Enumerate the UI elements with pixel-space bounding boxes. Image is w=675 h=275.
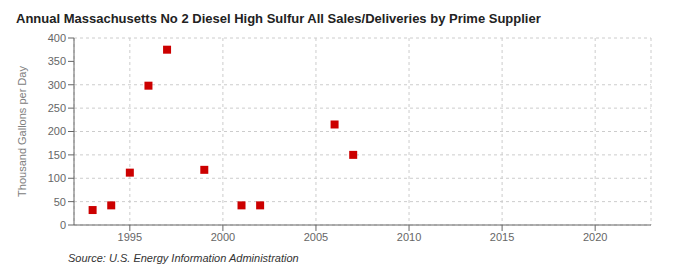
- svg-text:2005: 2005: [304, 231, 328, 243]
- svg-text:2015: 2015: [490, 231, 514, 243]
- svg-text:2000: 2000: [211, 231, 235, 243]
- svg-text:200: 200: [48, 125, 66, 137]
- svg-text:50: 50: [54, 196, 66, 208]
- svg-text:2010: 2010: [397, 231, 421, 243]
- svg-text:2020: 2020: [583, 231, 607, 243]
- svg-text:250: 250: [48, 102, 66, 114]
- svg-text:0: 0: [60, 219, 66, 231]
- html-text:Annual Massachusetts No 2 Dies: Annual Massachusetts No 2 Diesel High Su…: [16, 11, 541, 26]
- svg-text:300: 300: [48, 79, 66, 91]
- svg-text:1995: 1995: [118, 231, 142, 243]
- svg-text:150: 150: [48, 149, 66, 161]
- svg-text:350: 350: [48, 55, 66, 67]
- svg-text:Thousand Gallons per Day: Thousand Gallons per Day: [16, 66, 28, 197]
- svg-text:100: 100: [48, 172, 66, 184]
- html-text:Source: U.S. Energy Informatio: Source: U.S. Energy Information Administ…: [68, 252, 299, 264]
- svg-text:400: 400: [48, 32, 66, 44]
